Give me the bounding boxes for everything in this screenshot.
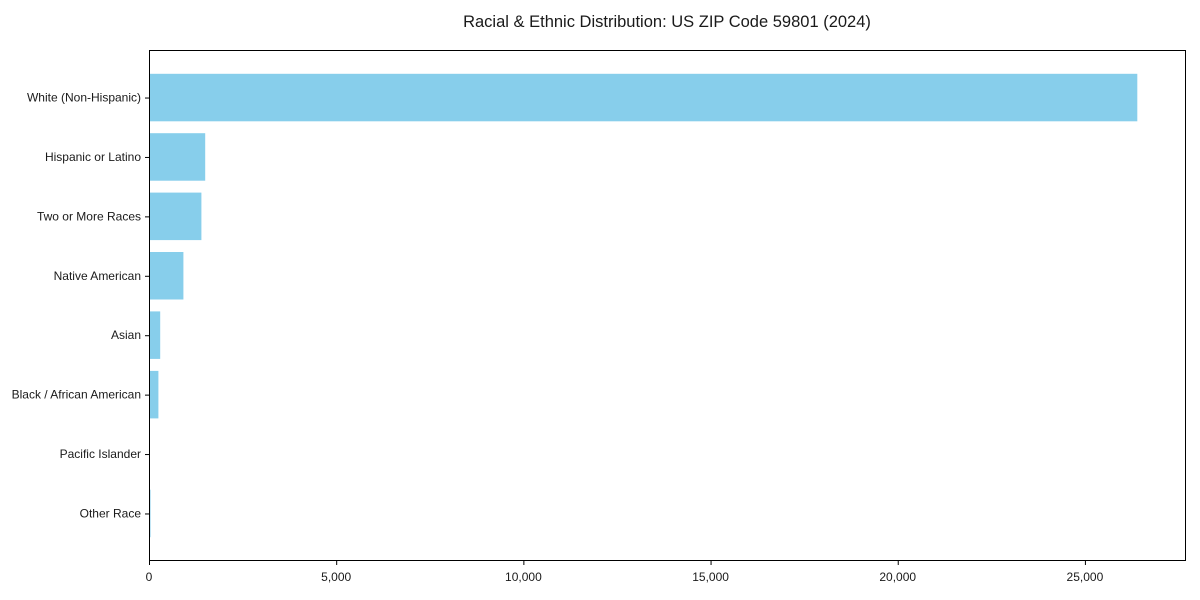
category-label: Hispanic or Latino — [45, 150, 141, 164]
x-tick-label: 0 — [146, 570, 153, 584]
bar — [149, 192, 202, 241]
x-tick-label: 20,000 — [879, 570, 916, 584]
bar — [149, 311, 161, 359]
category-label: White (Non-Hispanic) — [27, 91, 141, 105]
bar — [149, 73, 1138, 122]
chart-title: Racial & Ethnic Distribution: US ZIP Cod… — [463, 13, 871, 31]
x-tick-label: 5,000 — [321, 570, 351, 584]
x-tick-label: 15,000 — [692, 570, 729, 584]
category-label: Asian — [111, 328, 141, 342]
bar — [149, 133, 206, 181]
category-label: Native American — [54, 269, 141, 283]
category-label: Black / African American — [12, 388, 141, 402]
bar — [149, 252, 184, 300]
x-tick-label: 10,000 — [505, 570, 542, 584]
x-tick-label: 25,000 — [1067, 570, 1104, 584]
bar — [149, 370, 159, 419]
category-label: Two or More Races — [37, 209, 141, 223]
plot-frame — [149, 50, 1186, 561]
plot-area: White (Non-Hispanic) Hispanic or Latino Tw… — [12, 50, 1186, 584]
category-label: Pacific Islander — [60, 447, 141, 461]
category-label: Other Race — [80, 507, 142, 521]
